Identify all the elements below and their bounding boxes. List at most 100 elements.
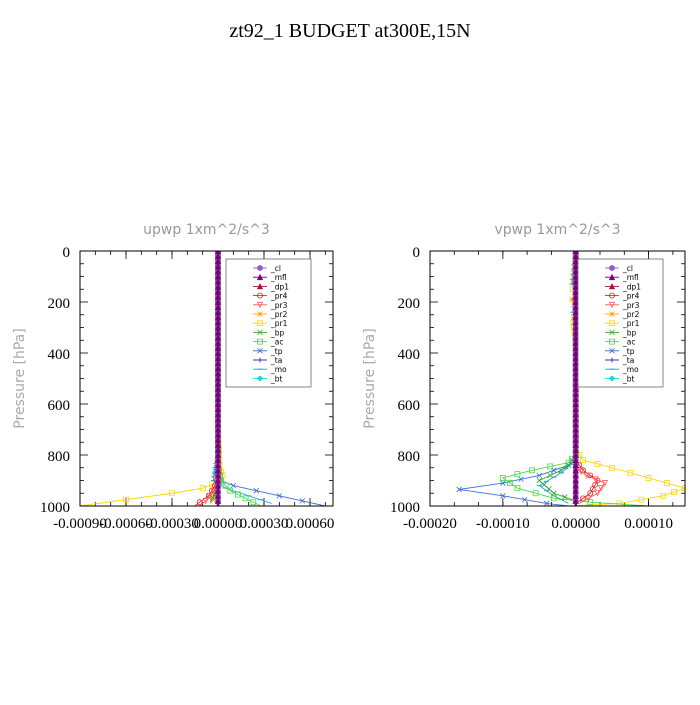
legend-label: _ta — [270, 356, 282, 365]
legend-label: _pr1 — [622, 319, 640, 328]
legend-label: _cl — [622, 264, 633, 273]
x-tick-label: -0.00020 — [403, 516, 457, 532]
series-marker_pr3 — [210, 487, 217, 495]
legend: _cl_mfl_dp1_pr4_pr3_pr2_pr1_bp_ac_tp_ta_… — [225, 258, 312, 388]
legend-label: _bp — [622, 328, 637, 337]
series-marker_tp — [299, 498, 306, 504]
legend-label: _dp1 — [270, 282, 289, 291]
legend-marker — [609, 348, 615, 354]
legend-label: _mfl — [622, 273, 639, 282]
y-tick-label: 400 — [48, 347, 71, 363]
legend-marker — [609, 357, 615, 363]
legend-marker — [256, 375, 264, 382]
series-marker_pr3 — [206, 492, 213, 500]
legend-label: _tp — [270, 347, 283, 356]
legend-label: _bp — [270, 328, 285, 337]
series-marker_ac — [529, 467, 535, 474]
y-tick-label: 600 — [48, 398, 71, 414]
x-tick-label: -0.00030 — [145, 516, 199, 532]
legend-label: _bt — [270, 374, 283, 383]
legend-label: _bt — [622, 374, 635, 383]
series-marker_pr1 — [671, 489, 677, 495]
legend-marker — [257, 329, 263, 336]
series-marker_pr4 — [589, 486, 596, 492]
legend-marker — [256, 301, 264, 309]
legend-label: _cl — [270, 264, 281, 273]
x-tick-label: -0.00090 — [53, 516, 107, 532]
legend-marker — [608, 375, 616, 382]
legend-label: _tp — [622, 347, 635, 356]
series-marker_pr3 — [598, 485, 605, 492]
legend-label: _pr3 — [270, 301, 288, 310]
legend-label: _ac — [622, 338, 635, 347]
series-marker_tp — [500, 493, 506, 499]
legend-marker — [609, 265, 615, 271]
series-marker_pr1 — [638, 496, 645, 503]
series-marker_bp — [541, 481, 547, 488]
legend-marker — [609, 311, 615, 317]
series-marker_ac — [547, 463, 554, 470]
legend-label: _mo — [622, 365, 639, 374]
series-marker_tp — [551, 467, 557, 474]
x-tick-label: 0.00000 — [551, 516, 600, 532]
legend-marker — [256, 273, 264, 281]
legend-marker — [257, 292, 263, 299]
series-marker_pr2 — [209, 496, 216, 503]
legend-label: _mfl — [270, 273, 287, 282]
series-marker_ac — [242, 495, 249, 502]
legend-label: _pr1 — [270, 319, 288, 328]
legend-marker — [257, 357, 263, 363]
plot-frame — [79, 250, 334, 507]
chart-title: upwp 1xm^2/s^3 — [143, 222, 270, 238]
series-marker_tp — [253, 487, 260, 494]
series-marker_pr3 — [601, 480, 609, 487]
y-tick-label: 200 — [398, 296, 421, 312]
series-marker_ac — [532, 490, 539, 497]
x-tick-label: 0.00060 — [286, 516, 335, 532]
series-marker_bp — [546, 486, 552, 492]
series-marker_bp — [558, 467, 564, 474]
legend-label: _ac — [270, 338, 283, 347]
series-marker_ac — [499, 475, 506, 481]
legend-marker — [608, 283, 616, 290]
legend-label: _pr3 — [622, 301, 640, 310]
y-tick-label: 600 — [398, 398, 421, 414]
series-marker_ac — [235, 491, 241, 498]
y-tick-label: 1000 — [40, 500, 70, 516]
series-marker_tp — [518, 476, 524, 483]
series-line_tp — [459, 251, 577, 506]
series-marker_pr4 — [580, 495, 586, 502]
legend-marker — [609, 338, 615, 345]
series-marker_ac — [507, 480, 514, 486]
legend-marker — [609, 292, 615, 299]
legend-marker — [608, 301, 616, 309]
series-marker_pr4 — [196, 499, 203, 506]
series-marker_mfl — [572, 497, 579, 504]
series-marker_pr3 — [202, 498, 209, 505]
y-axis-label: Pressure [hPa] — [12, 328, 28, 428]
series-marker_ac — [250, 499, 257, 506]
series-marker_pr1 — [660, 492, 667, 499]
legend-marker — [257, 311, 263, 317]
y-axis-label: Pressure [hPa] — [362, 328, 378, 428]
series-marker_ac — [222, 482, 229, 489]
legend-marker — [257, 348, 263, 354]
series-marker_mfl — [214, 497, 222, 504]
y-tick-label: 800 — [48, 449, 71, 465]
series-marker_pr4 — [592, 481, 599, 488]
x-tick-label: 0.00010 — [624, 516, 673, 532]
legend-label: _dp1 — [622, 282, 641, 291]
legend-label: _mo — [270, 365, 287, 374]
series-marker_pr1 — [580, 457, 586, 464]
series-marker_bp — [565, 462, 572, 468]
chart-title: vpwp 1xm^2/s^3 — [494, 222, 620, 238]
series-marker_tp — [521, 496, 528, 503]
series-marker_pr3 — [578, 468, 585, 475]
y-tick-label: 200 — [48, 296, 71, 312]
series-marker_pr1 — [169, 490, 175, 497]
legend: _cl_mfl_dp1_pr4_pr3_pr2_pr1_bp_ac_tp_ta_… — [577, 258, 664, 388]
series-marker_pr2 — [569, 296, 575, 303]
legend-box — [225, 258, 312, 388]
series-marker_pr3 — [585, 495, 592, 502]
